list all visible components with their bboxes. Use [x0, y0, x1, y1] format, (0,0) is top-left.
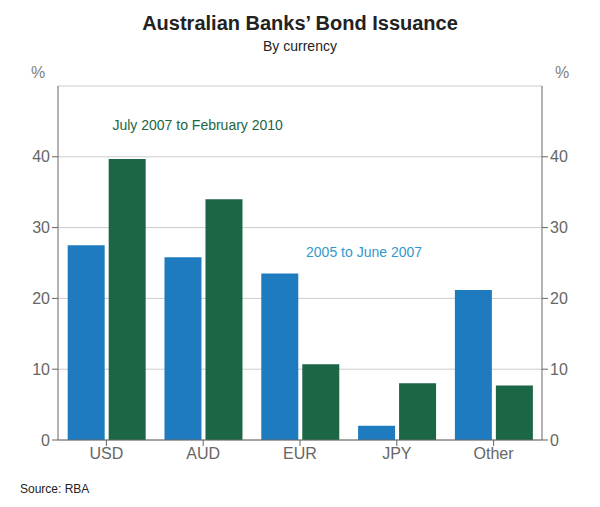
svg-text:20: 20 [32, 290, 50, 307]
svg-text:40: 40 [32, 148, 50, 165]
svg-text:July 2007 to February 2010: July 2007 to February 2010 [112, 117, 283, 133]
svg-text:%: % [555, 64, 569, 81]
svg-text:10: 10 [550, 361, 568, 378]
html-text:Australian Banks’ Bond Issuanc: Australian Banks’ Bond Issuance [142, 12, 458, 34]
svg-text:10: 10 [32, 361, 50, 378]
svg-text:EUR: EUR [283, 445, 317, 462]
svg-text:40: 40 [550, 148, 568, 165]
html-text:Source: RBA: Source: RBA [20, 482, 90, 496]
svg-text:20: 20 [550, 290, 568, 307]
svg-text:0: 0 [550, 432, 559, 449]
svg-text:30: 30 [550, 219, 568, 236]
svg-text:USD: USD [90, 445, 124, 462]
svg-text:%: % [31, 64, 45, 81]
svg-text:JPY: JPY [382, 445, 412, 462]
svg-text:0: 0 [41, 432, 50, 449]
svg-text:Other: Other [474, 445, 515, 462]
html-text:By currency: By currency [263, 38, 337, 54]
svg-text:2005 to June 2007: 2005 to June 2007 [306, 244, 422, 260]
svg-text:30: 30 [32, 219, 50, 236]
svg-text:AUD: AUD [186, 445, 220, 462]
